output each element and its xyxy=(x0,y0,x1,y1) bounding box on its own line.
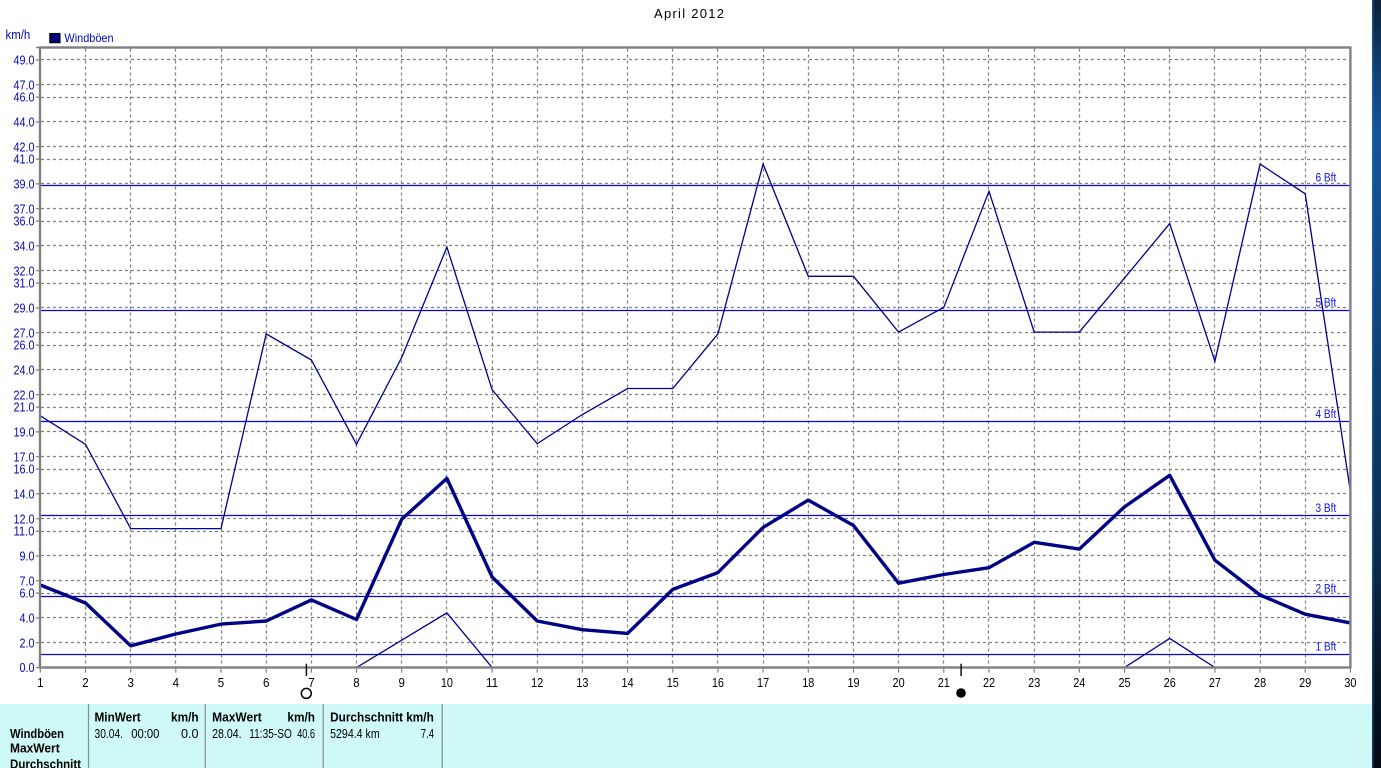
svg-text:29.0: 29.0 xyxy=(14,301,35,316)
svg-text:12: 12 xyxy=(531,675,543,690)
svg-text:32.0: 32.0 xyxy=(14,263,35,278)
svg-text:44.0: 44.0 xyxy=(14,115,35,130)
svg-text:3 Bft: 3 Bft xyxy=(1316,503,1338,515)
svg-text:37.0: 37.0 xyxy=(14,201,35,216)
svg-text:9: 9 xyxy=(399,675,405,690)
svg-text:14.0: 14.0 xyxy=(14,487,35,502)
svg-text:4 Bft: 4 Bft xyxy=(1316,409,1338,421)
svg-text:11.0: 11.0 xyxy=(14,524,35,539)
svg-text:18: 18 xyxy=(802,675,814,690)
svg-text:22: 22 xyxy=(983,675,995,690)
svg-text:16.0: 16.0 xyxy=(14,462,35,477)
svg-text:17.0: 17.0 xyxy=(14,449,35,464)
svg-text:27: 27 xyxy=(1209,675,1221,690)
svg-text:km/h: km/h xyxy=(287,710,315,724)
svg-text:2.0: 2.0 xyxy=(20,635,35,650)
svg-text:31.0: 31.0 xyxy=(14,276,35,291)
svg-text:6: 6 xyxy=(263,675,269,690)
svg-text:49.0: 49.0 xyxy=(14,53,35,68)
svg-text:30: 30 xyxy=(1344,675,1356,690)
svg-text:42.0: 42.0 xyxy=(14,139,35,154)
svg-text:25: 25 xyxy=(1118,675,1130,690)
svg-text:34.0: 34.0 xyxy=(14,239,35,254)
svg-text:13: 13 xyxy=(576,675,588,690)
svg-text:Windböen: Windböen xyxy=(10,727,64,741)
svg-text:47.0: 47.0 xyxy=(14,77,35,92)
svg-text:28: 28 xyxy=(1254,675,1266,690)
svg-text:Durchschnitt km/h: Durchschnitt km/h xyxy=(330,710,434,724)
svg-text:1 Bft: 1 Bft xyxy=(1316,641,1338,653)
svg-text:24: 24 xyxy=(1073,675,1085,690)
svg-text:MaxWert: MaxWert xyxy=(212,710,262,724)
svg-text:41.0: 41.0 xyxy=(14,152,35,167)
svg-text:17: 17 xyxy=(757,675,769,690)
svg-text:26.0: 26.0 xyxy=(14,338,35,353)
svg-text:10: 10 xyxy=(441,675,453,690)
svg-text:36.0: 36.0 xyxy=(14,214,35,229)
svg-text:MinWert: MinWert xyxy=(95,710,142,724)
svg-text:22.0: 22.0 xyxy=(14,387,35,402)
svg-text:24.0: 24.0 xyxy=(14,363,35,378)
svg-text:7: 7 xyxy=(308,675,314,690)
svg-text:April 2012: April 2012 xyxy=(654,6,724,21)
svg-text:km/h: km/h xyxy=(6,28,31,42)
svg-text:26: 26 xyxy=(1164,675,1176,690)
svg-text:km/h: km/h xyxy=(171,710,199,724)
svg-text:5: 5 xyxy=(218,675,224,690)
svg-text:9.0: 9.0 xyxy=(20,549,35,564)
svg-text:Durchschnitt: Durchschnitt xyxy=(10,757,82,768)
svg-text:2: 2 xyxy=(82,675,88,690)
svg-text:14: 14 xyxy=(622,675,634,690)
svg-text:6 Bft: 6 Bft xyxy=(1316,173,1338,185)
svg-text:4.0: 4.0 xyxy=(20,611,35,626)
svg-text:5 Bft: 5 Bft xyxy=(1316,298,1338,310)
svg-text:Windböen: Windböen xyxy=(64,31,113,45)
svg-text:15: 15 xyxy=(667,675,679,690)
svg-text:7.0: 7.0 xyxy=(20,573,35,588)
svg-text:46.0: 46.0 xyxy=(14,90,35,105)
svg-text:27.0: 27.0 xyxy=(14,325,35,340)
svg-text:00:00: 00:00 xyxy=(131,727,159,741)
svg-text:30.04.: 30.04. xyxy=(95,727,124,741)
svg-text:23: 23 xyxy=(1028,675,1040,690)
svg-text:21: 21 xyxy=(938,675,950,690)
svg-text:5294.4 km: 5294.4 km xyxy=(330,727,380,741)
svg-text:2 Bft: 2 Bft xyxy=(1316,583,1338,595)
svg-text:6.0: 6.0 xyxy=(20,586,35,601)
svg-text:4: 4 xyxy=(173,675,179,690)
svg-text:11:35-SO: 11:35-SO xyxy=(249,727,292,741)
svg-text:16: 16 xyxy=(712,675,724,690)
svg-text:0.0: 0.0 xyxy=(20,660,35,675)
svg-text:28.04.: 28.04. xyxy=(212,727,242,741)
svg-text:39.0: 39.0 xyxy=(14,177,35,192)
svg-text:29: 29 xyxy=(1299,675,1311,690)
svg-text:19.0: 19.0 xyxy=(14,425,35,440)
svg-text:0.0: 0.0 xyxy=(181,727,199,741)
svg-text:MaxWert: MaxWert xyxy=(10,741,60,755)
svg-text:11: 11 xyxy=(486,675,498,690)
svg-text:8: 8 xyxy=(353,675,359,690)
svg-text:40.6: 40.6 xyxy=(297,727,315,741)
svg-text:1: 1 xyxy=(37,675,43,690)
svg-text:3: 3 xyxy=(128,675,134,690)
svg-text:20: 20 xyxy=(893,675,905,690)
svg-text:7.4: 7.4 xyxy=(421,727,434,741)
svg-text:19: 19 xyxy=(847,675,859,690)
svg-text:21.0: 21.0 xyxy=(14,400,35,415)
svg-text:12.0: 12.0 xyxy=(14,511,35,526)
